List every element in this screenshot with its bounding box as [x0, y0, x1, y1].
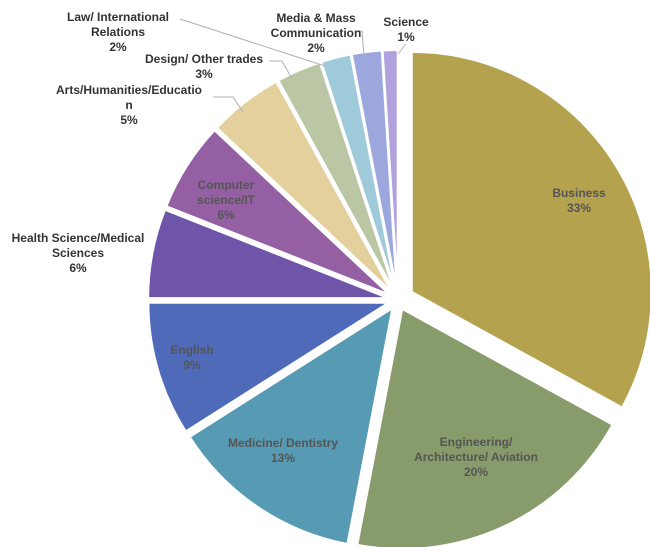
slice-name-line: English [170, 343, 213, 357]
slice-label-2: Medicine/ Dentistry 13% [228, 436, 338, 465]
pie-slice-3 [147, 301, 392, 433]
slice-labels: Business 33% Engineering/Architecture/ Avi… [12, 10, 606, 479]
slice-label-0: Business 33% [552, 186, 606, 215]
leader-line-7 [269, 60, 292, 78]
slice-percent: 33% [567, 201, 591, 215]
slice-name-line: science/IT [197, 193, 256, 207]
pie-slice-8 [320, 53, 397, 291]
slice-label-9: Media & Mass Communication 2% [271, 11, 362, 55]
slice-label-1: Engineering/Architecture/ Aviation 20% [414, 435, 538, 479]
pie-slice-7 [277, 61, 395, 292]
slice-label-8: Law/ International Relations 2% [67, 10, 169, 54]
slice-percent: 20% [464, 465, 488, 479]
slice-percent: 2% [109, 40, 127, 54]
slice-name-line: Media & Mass [276, 11, 356, 25]
pie-slice-6 [215, 80, 393, 293]
slice-label-7: Design/ Other trades 3% [145, 52, 263, 81]
slice-percent: 9% [183, 358, 201, 372]
slice-percent: 3% [195, 67, 213, 81]
slice-name-line: n [125, 98, 132, 112]
leader-line-9 [355, 30, 365, 57]
slice-label-4: Health Science/Medical Sciences 6% [12, 231, 145, 275]
slice-name-line: Sciences [52, 246, 104, 260]
slice-name-line: Medicine/ Dentistry [228, 436, 338, 450]
slice-percent: 6% [217, 208, 235, 222]
pie-slice-0 [410, 50, 650, 409]
slice-label-5: Computer science/IT 6% [197, 178, 256, 222]
pie-slices [147, 49, 650, 547]
pie-slice-2 [188, 306, 394, 546]
slice-name-line: Law/ International [67, 10, 169, 24]
slice-name-line: Business [552, 186, 606, 200]
slice-percent: 6% [69, 261, 87, 275]
slice-name-line: Relations [91, 25, 145, 39]
slice-name-line: Computer [198, 178, 255, 192]
slice-name-line: Design/ Other trades [145, 52, 263, 66]
slice-name-line: Communication [271, 26, 362, 40]
pie-slice-5 [165, 128, 391, 296]
slice-name-line: Arts/Humanities/Educatio [56, 83, 202, 97]
leader-line-10 [397, 43, 407, 55]
slice-percent: 1% [397, 30, 415, 44]
leader-line-8 [179, 18, 326, 67]
pie-slice-10 [381, 49, 399, 291]
slice-name-line: Health Science/Medical [12, 231, 145, 245]
slice-name-line: Science [383, 15, 429, 29]
slice-label-10: Science 1% [383, 15, 429, 44]
slice-percent: 2% [307, 41, 325, 55]
slice-name-line: Engineering/ [440, 435, 513, 449]
slice-label-3: English 9% [170, 343, 213, 372]
pie-slice-4 [147, 208, 389, 300]
leader-line-6 [213, 96, 244, 113]
slice-percent: 5% [120, 113, 138, 127]
pie-slice-1 [356, 307, 614, 547]
slice-percent: 13% [271, 451, 295, 465]
leader-lines [179, 18, 407, 113]
slice-name-line: Architecture/ Aviation [414, 450, 538, 464]
slice-label-6: Arts/Humanities/Educatio n 5% [56, 83, 202, 127]
